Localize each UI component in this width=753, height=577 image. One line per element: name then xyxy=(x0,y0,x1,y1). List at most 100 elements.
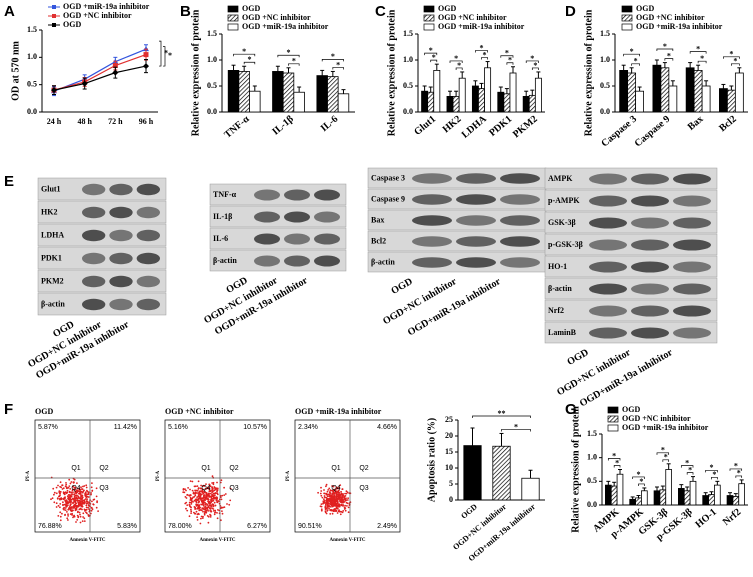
blot-band xyxy=(82,275,106,288)
flow-event xyxy=(64,509,67,511)
flow-event xyxy=(203,496,206,499)
legend-marker xyxy=(52,23,56,27)
flow-event xyxy=(196,496,199,498)
blot-band xyxy=(589,173,627,185)
flow-event xyxy=(79,521,82,524)
flow-event xyxy=(340,490,342,493)
flow-event xyxy=(69,482,72,485)
flow-event xyxy=(96,500,98,502)
panel-label: B xyxy=(180,3,191,20)
flow-event xyxy=(84,492,86,495)
blot-band xyxy=(284,189,310,201)
blot-row-label: PKM2 xyxy=(41,276,64,285)
significance-bracket xyxy=(631,63,640,66)
error-bar xyxy=(691,476,696,482)
blot-band xyxy=(82,229,106,242)
flow-event xyxy=(78,489,81,491)
blot-band xyxy=(284,255,310,267)
blot-band xyxy=(284,211,310,223)
significance-bracket xyxy=(662,459,670,462)
quadrant-percent: 78.00% xyxy=(168,523,192,530)
error-bar xyxy=(715,480,720,486)
flow-event xyxy=(329,509,332,512)
flow-event xyxy=(320,490,323,492)
flow-event xyxy=(62,491,65,494)
flow-event xyxy=(67,504,69,506)
blot-band xyxy=(254,255,280,267)
flow-event xyxy=(334,491,337,493)
flow-event xyxy=(87,514,90,516)
flow-x-label: Annexin V-FITC xyxy=(199,538,235,543)
significance-label: * xyxy=(505,49,509,58)
blot-lane-label: OGD xyxy=(389,276,414,297)
quadrant-percent: 2.34% xyxy=(298,424,318,431)
blot-band xyxy=(456,173,496,184)
flow-event xyxy=(207,510,210,512)
marker xyxy=(51,87,57,94)
blot-strip xyxy=(544,255,718,278)
error-bar xyxy=(460,71,465,79)
significance-label: * xyxy=(612,451,616,460)
significance-label: * xyxy=(457,61,461,70)
flow-event xyxy=(325,483,328,486)
error-bar xyxy=(428,86,433,93)
flow-event xyxy=(63,508,65,511)
flow-event xyxy=(61,512,63,515)
flow-event xyxy=(73,488,76,491)
flow-event xyxy=(204,505,207,508)
flow-event xyxy=(82,516,84,518)
flow-event xyxy=(216,489,219,492)
flow-event xyxy=(204,508,207,511)
marker xyxy=(143,63,149,70)
blot-band xyxy=(631,217,669,229)
quadrant-label: Q2 xyxy=(229,465,238,472)
significance-label: * xyxy=(661,446,665,455)
legend-swatch xyxy=(423,14,435,22)
blot-row-label: HK2 xyxy=(41,207,57,216)
flow-event xyxy=(80,504,82,507)
blot-row-label: PDK1 xyxy=(41,253,62,262)
x-tick-label: HO-1 xyxy=(694,507,719,531)
flow-event xyxy=(326,501,329,503)
flow-event xyxy=(326,498,329,501)
bar xyxy=(685,67,695,113)
blot-row-label: β-actin xyxy=(41,299,65,308)
significance-bracket xyxy=(697,60,707,64)
flow-event xyxy=(330,496,333,499)
flow-event xyxy=(207,500,209,503)
quadrant-percent: 11.42% xyxy=(114,424,137,431)
blot-row-label: Bcl2 xyxy=(371,236,386,245)
flow-event xyxy=(69,500,71,502)
blot-band xyxy=(456,257,496,268)
legend-swatch xyxy=(423,5,435,13)
bar xyxy=(327,76,339,113)
flow-event xyxy=(78,503,80,506)
blot-strip xyxy=(544,233,718,256)
flow-event xyxy=(83,508,86,511)
flow-event xyxy=(334,510,336,513)
flow-event xyxy=(59,485,61,488)
significance-bracket xyxy=(243,61,256,65)
flow-event xyxy=(329,513,332,515)
flow-event xyxy=(67,508,70,511)
flow-event xyxy=(205,483,207,485)
flow-event xyxy=(75,497,78,500)
bar xyxy=(653,490,661,506)
flow-event xyxy=(335,495,338,498)
flow-event xyxy=(63,507,65,510)
flow-event xyxy=(59,503,62,505)
flow-event xyxy=(337,487,339,490)
flow-event xyxy=(207,486,210,489)
flow-event xyxy=(91,482,93,484)
flow-event xyxy=(79,515,82,518)
flow-event xyxy=(83,517,86,520)
bar xyxy=(238,71,250,113)
error-bar xyxy=(703,492,708,496)
significance-label: * xyxy=(533,61,537,70)
error-bar xyxy=(498,86,503,93)
flow-event xyxy=(71,493,74,495)
flow-event xyxy=(74,507,77,510)
flow-event xyxy=(70,503,72,505)
flow-y-label: PI-A xyxy=(156,470,161,481)
significance-label: * xyxy=(483,50,487,59)
